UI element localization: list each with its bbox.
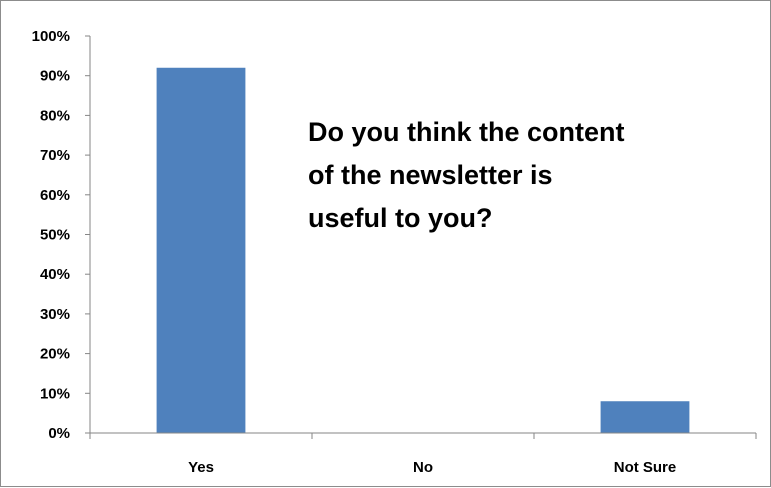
y-tick-label: 20%	[40, 346, 70, 363]
y-tick-label: 30%	[40, 306, 70, 323]
chart-title-line-3: useful to you?	[308, 203, 493, 233]
y-tick-label: 60%	[40, 187, 70, 204]
x-tick-label: Not Sure	[614, 459, 677, 476]
y-tick-label: 50%	[40, 227, 70, 244]
chart-title-line-2: of the newsletter is	[308, 160, 553, 190]
bar-yes	[156, 67, 246, 433]
x-tick-label: Yes	[188, 459, 214, 476]
y-tick-label: 40%	[40, 266, 70, 283]
y-tick-label: 80%	[40, 107, 70, 124]
y-axis: 0% 10% 20% 30% 40% 50% 60% 70% 80% 90% 100%	[32, 28, 91, 442]
chart-title: Do you think the content of the newslett…	[308, 117, 625, 233]
y-tick-label: 10%	[40, 385, 70, 402]
chart-title-line-1: Do you think the content	[308, 117, 625, 147]
bars	[156, 67, 690, 433]
y-tick-label: 70%	[40, 147, 70, 164]
y-tick-label: 0%	[48, 425, 70, 442]
y-tick-label: 90%	[40, 68, 70, 85]
bar-not-sure	[600, 401, 690, 433]
y-tick-label: 100%	[32, 28, 70, 45]
x-axis: Yes No Not Sure	[89, 432, 757, 476]
x-tick-label: No	[413, 459, 433, 476]
